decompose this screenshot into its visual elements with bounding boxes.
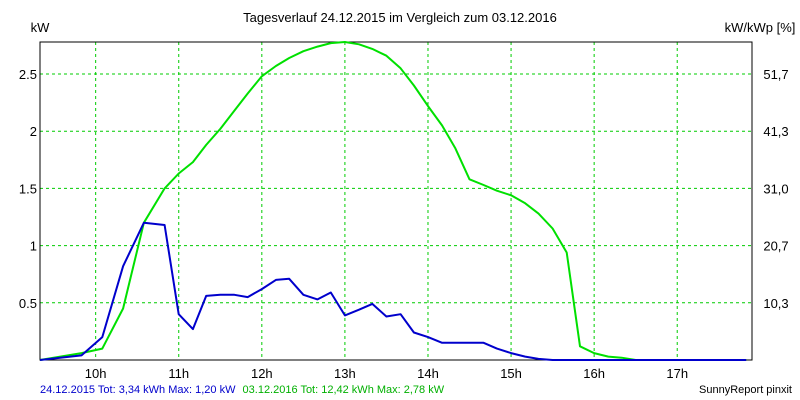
x-tick-label-4: 14h: [417, 366, 439, 381]
grid-lines: [40, 42, 752, 360]
right-tick-label-4: 51,7: [763, 67, 788, 82]
left-tick-label-4: 2.5: [19, 67, 37, 82]
left-tick-label-1: 1: [30, 239, 37, 254]
x-tick-label-2: 12h: [251, 366, 273, 381]
left-tick-labels: 0.5 1 1.5 2 2.5: [19, 67, 37, 311]
y-axis-left-label: kW: [31, 20, 51, 35]
x-tick-label-7: 17h: [666, 366, 688, 381]
x-tick-label-1: 11h: [168, 366, 189, 381]
y-axis-right-label: kW/kWp [%]: [725, 20, 796, 35]
chart-title: Tagesverlauf 24.12.2015 im Vergleich zum…: [243, 10, 557, 25]
brand-label: SunnyReport pinxit: [699, 384, 792, 396]
footer-legend: 24.12.2015 Tot: 3,34 kWh Max: 1,20 kW 03…: [40, 384, 445, 396]
x-tick-label-0: 10h: [85, 366, 107, 381]
right-tick-label-2: 31,0: [763, 181, 788, 196]
series-line-1: [39, 221, 747, 361]
x-tick-label-6: 16h: [583, 366, 605, 381]
right-tick-labels: 10,3 20,7 31,0 41,3 51,7: [763, 67, 788, 311]
left-tick-label-2: 1.5: [19, 181, 37, 196]
left-tick-label-0: 0.5: [19, 296, 37, 311]
right-tick-label-1: 20,7: [763, 239, 788, 254]
x-tick-label-3: 13h: [334, 366, 356, 381]
x-tick-label-5: 15h: [500, 366, 522, 381]
plot-frame: [39, 41, 753, 361]
right-tick-label-3: 41,3: [763, 124, 788, 139]
legend-blue-series: 24.12.2015 Tot: 3,34 kWh Max: 1,20 kW: [40, 384, 236, 396]
right-tick-label-0: 10,3: [763, 296, 788, 311]
legend-green-series: 03.12.2016 Tot: 12,42 kWh Max: 2,78 kW: [243, 384, 445, 396]
series-lines: [39, 41, 747, 361]
x-tick-labels: 10h 11h 12h 13h 14h 15h 16h 17h: [85, 366, 688, 381]
series-line-0: [39, 41, 747, 361]
left-tick-label-3: 2: [30, 124, 37, 139]
